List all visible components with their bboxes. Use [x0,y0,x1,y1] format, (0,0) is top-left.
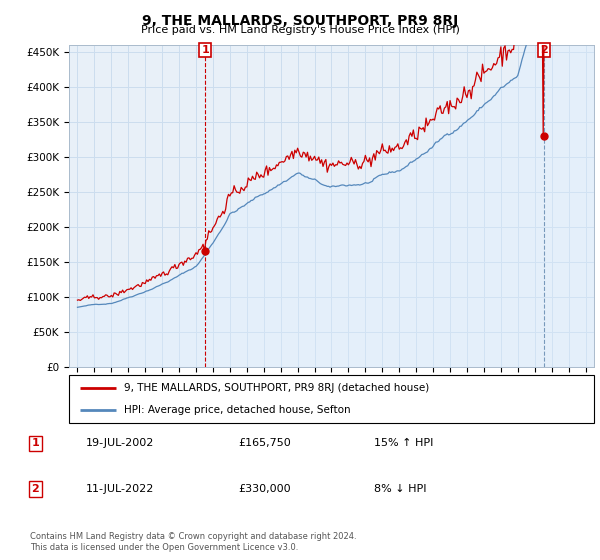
Text: Contains HM Land Registry data © Crown copyright and database right 2024.
This d: Contains HM Land Registry data © Crown c… [30,532,356,552]
Text: 1: 1 [31,438,39,449]
Text: 2: 2 [540,45,548,55]
Text: HPI: Average price, detached house, Sefton: HPI: Average price, detached house, Seft… [124,405,351,415]
Text: 1: 1 [201,45,209,55]
Text: 8% ↓ HPI: 8% ↓ HPI [374,484,426,494]
Text: £330,000: £330,000 [238,484,291,494]
Text: 9, THE MALLARDS, SOUTHPORT, PR9 8RJ: 9, THE MALLARDS, SOUTHPORT, PR9 8RJ [142,14,458,28]
Text: 19-JUL-2002: 19-JUL-2002 [86,438,154,449]
Text: 2: 2 [31,484,39,494]
Text: 9, THE MALLARDS, SOUTHPORT, PR9 8RJ (detached house): 9, THE MALLARDS, SOUTHPORT, PR9 8RJ (det… [124,383,430,393]
FancyBboxPatch shape [69,375,594,423]
Text: £165,750: £165,750 [238,438,291,449]
Text: 11-JUL-2022: 11-JUL-2022 [86,484,154,494]
Text: Price paid vs. HM Land Registry's House Price Index (HPI): Price paid vs. HM Land Registry's House … [140,25,460,35]
Text: 15% ↑ HPI: 15% ↑ HPI [374,438,433,449]
